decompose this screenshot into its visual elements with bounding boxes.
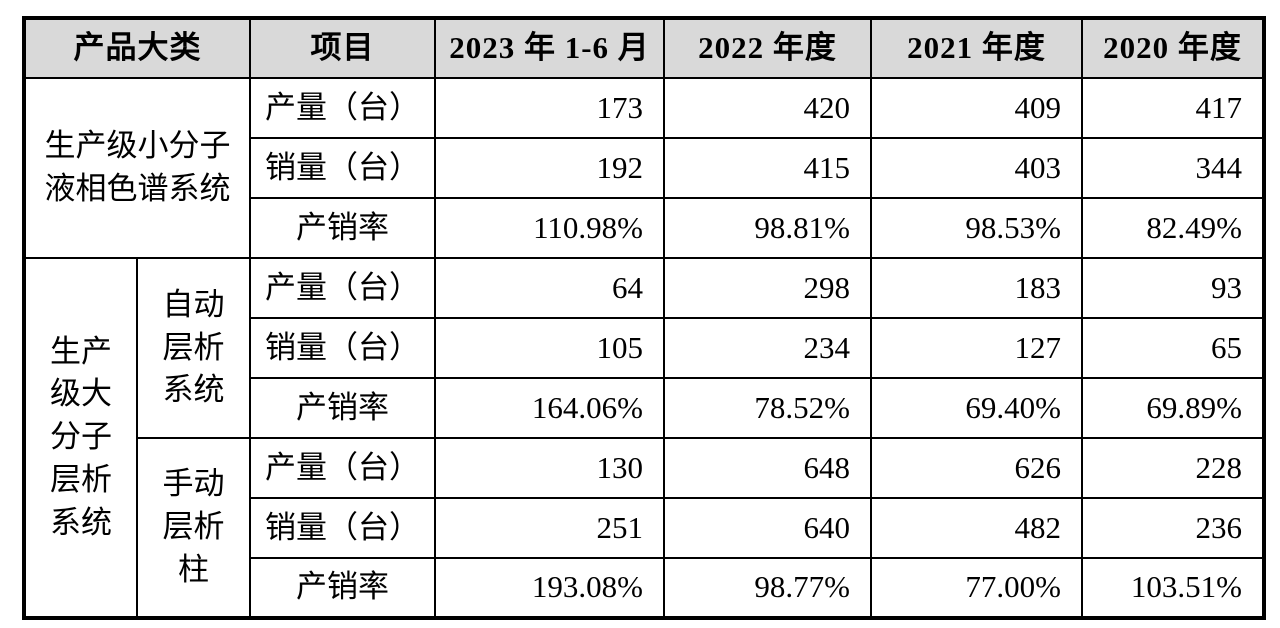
cell-value: 193.08% — [434, 557, 665, 619]
cell-value: 344 — [1081, 137, 1265, 199]
table-row: 产销率 193.08% 98.77% 77.00% 103.51% — [24, 557, 1265, 619]
cell-value: 234 — [663, 317, 872, 379]
cell-value: 228 — [1081, 437, 1265, 499]
cell-value: 626 — [870, 437, 1083, 499]
group-label-large-molecule: 生产 级大 分子 层析 系统 — [23, 257, 138, 619]
cell-value: 93 — [1081, 257, 1265, 319]
cell-value: 415 — [663, 137, 872, 199]
cell-value: 64 — [434, 257, 665, 319]
item-label-ratio: 产销率 — [249, 197, 436, 259]
header-item: 项目 — [249, 17, 436, 79]
cell-value: 482 — [870, 497, 1083, 559]
cell-value: 77.00% — [870, 557, 1083, 619]
item-label-sales: 销量（台） — [249, 137, 436, 199]
header-period-2021: 2021 年度 — [870, 17, 1083, 79]
header-period-2020: 2020 年度 — [1081, 17, 1265, 79]
cell-value: 164.06% — [434, 377, 665, 439]
cell-value: 409 — [870, 77, 1083, 139]
cell-value: 417 — [1081, 77, 1265, 139]
item-label-sales: 销量（台） — [249, 497, 436, 559]
cell-value: 298 — [663, 257, 872, 319]
cell-value: 192 — [434, 137, 665, 199]
cell-value: 420 — [663, 77, 872, 139]
item-label-production: 产量（台） — [249, 437, 436, 499]
header-period-2023h1: 2023 年 1-6 月 — [434, 17, 665, 79]
table-row: 销量（台） 192 415 403 344 — [24, 137, 1265, 199]
header-period-2022: 2022 年度 — [663, 17, 872, 79]
table-row: 销量（台） 105 234 127 65 — [24, 317, 1265, 379]
item-label-ratio: 产销率 — [249, 377, 436, 439]
cell-value: 69.89% — [1081, 377, 1265, 439]
table-row: 手动 层析 柱 产量（台） 130 648 626 228 — [24, 437, 1265, 619]
item-label-sales: 销量（台） — [249, 317, 436, 379]
cell-value: 65 — [1081, 317, 1265, 379]
cell-value: 130 — [434, 437, 665, 499]
cell-value: 103.51% — [1081, 557, 1265, 619]
table-row: 生产级小分子 液相色谱系统 产量（台） 173 420 409 417 — [23, 77, 1265, 259]
cell-value: 82.49% — [1081, 197, 1265, 259]
group-label-small-molecule-lc: 生产级小分子 液相色谱系统 — [23, 77, 251, 259]
cell-value: 78.52% — [663, 377, 872, 439]
cell-value: 648 — [663, 437, 872, 499]
header-product-category: 产品大类 — [23, 17, 251, 79]
table-row: 生产 级大 分子 层析 系统 自动 层析 系统 产量（台） 64 298 183… — [23, 257, 1265, 619]
cell-value: 69.40% — [870, 377, 1083, 439]
cell-value: 183 — [870, 257, 1083, 319]
table-row: 产销率 164.06% 78.52% 69.40% 69.89% — [24, 377, 1265, 439]
item-label-production: 产量（台） — [249, 257, 436, 319]
cell-value: 127 — [870, 317, 1083, 379]
item-label-production: 产量（台） — [249, 77, 436, 139]
table-row: 销量（台） 251 640 482 236 — [24, 497, 1265, 559]
cell-value: 403 — [870, 137, 1083, 199]
cell-value: 98.77% — [663, 557, 872, 619]
cell-value: 98.53% — [870, 197, 1083, 259]
subgroup-label-manual-columns: 手动 层析 柱 — [136, 437, 251, 619]
cell-value: 640 — [663, 497, 872, 559]
subgroup-label-auto-systems: 自动 层析 系统 — [136, 257, 251, 439]
table-header-row: 产品大类 项目 2023 年 1-6 月 2022 年度 2021 年度 202… — [23, 17, 1265, 79]
cell-value: 236 — [1081, 497, 1265, 559]
table-row: 产销率 110.98% 98.81% 98.53% 82.49% — [24, 197, 1265, 259]
cell-value: 110.98% — [434, 197, 665, 259]
cell-value: 105 — [434, 317, 665, 379]
cell-value: 98.81% — [663, 197, 872, 259]
item-label-ratio: 产销率 — [249, 557, 436, 619]
production-sales-table: 产品大类 项目 2023 年 1-6 月 2022 年度 2021 年度 202… — [22, 16, 1266, 620]
cell-value: 173 — [434, 77, 665, 139]
cell-value: 251 — [434, 497, 665, 559]
